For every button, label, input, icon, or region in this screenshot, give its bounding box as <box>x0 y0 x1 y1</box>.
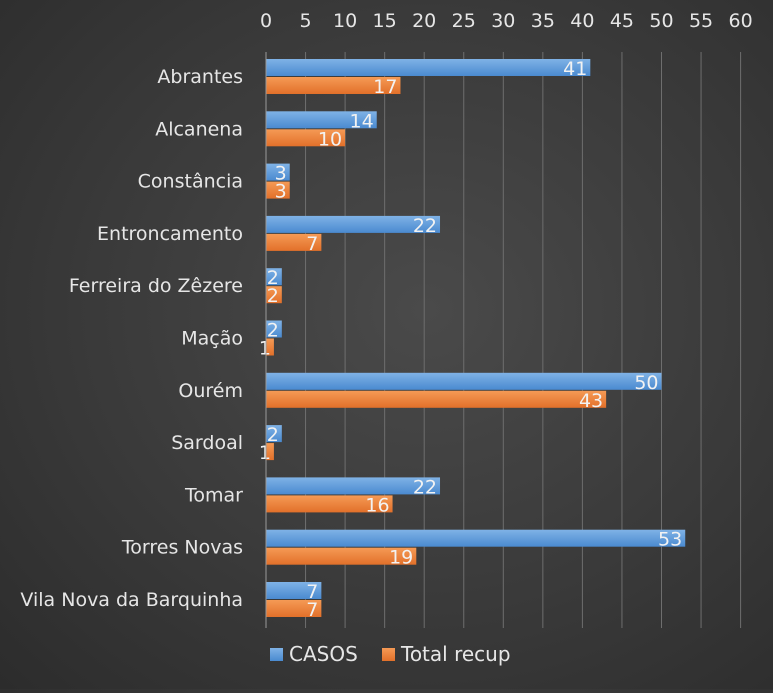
bar-casos <box>266 425 282 443</box>
x-tick-label: 60 <box>729 10 753 32</box>
category-label: Entroncamento <box>97 223 243 245</box>
data-label: 17 <box>373 76 397 98</box>
x-tick-label: 5 <box>300 10 312 32</box>
category-label: Torres Novas <box>121 537 243 559</box>
bar-total-recup <box>266 338 274 356</box>
data-label: 7 <box>306 581 318 603</box>
legend-label: CASOS <box>289 642 358 666</box>
bar-total-recup <box>266 286 282 304</box>
data-label: 3 <box>275 163 287 185</box>
x-tick-label: 25 <box>452 10 476 32</box>
x-axis-ticks: 0 5 10 15 20 25 30 35 40 45 50 55 60 <box>260 10 753 32</box>
x-tick-label: 35 <box>531 10 555 32</box>
bar-casos <box>266 163 290 181</box>
category-labels: Abrantes Alcanena Constância Entroncamento F… <box>20 66 243 611</box>
data-label: 2 <box>267 320 279 342</box>
data-label: 10 <box>318 128 342 150</box>
data-label: 50 <box>634 372 658 394</box>
category-label: Ourém <box>178 380 243 402</box>
category-label: Tomar <box>184 484 243 506</box>
bar-casos <box>266 477 441 495</box>
legend-swatch-casos <box>270 648 283 661</box>
data-label: 1 <box>259 442 271 464</box>
bar-casos <box>266 268 282 286</box>
data-label: 2 <box>267 424 279 446</box>
x-tick-label: 15 <box>373 10 397 32</box>
bar-casos <box>266 372 662 390</box>
x-tick-label: 20 <box>412 10 436 32</box>
category-label: Vila Nova da Barquinha <box>20 589 243 611</box>
data-label: 2 <box>267 285 279 307</box>
x-tick-label: 30 <box>491 10 515 32</box>
data-label: 43 <box>579 390 603 412</box>
x-tick-label: 55 <box>689 10 713 32</box>
category-label: Alcanena <box>155 118 243 140</box>
data-label: 53 <box>658 529 682 551</box>
category-label: Sardoal <box>171 432 243 454</box>
x-tick-label: 40 <box>570 10 594 32</box>
data-label: 22 <box>413 215 437 237</box>
bar-total-recup <box>266 129 346 147</box>
bar-total-recup <box>266 181 290 199</box>
legend-label: Total recup <box>400 642 511 666</box>
category-label: Mação <box>181 328 243 350</box>
bar-total-recup <box>266 547 417 565</box>
data-label: 7 <box>306 599 318 621</box>
bar-total-recup <box>266 390 607 408</box>
category-label: Ferreira do Zêzere <box>69 275 243 297</box>
bar-total-recup <box>266 233 322 251</box>
legend-swatch-total-recup <box>382 648 395 661</box>
x-tick-label: 0 <box>260 10 272 32</box>
data-label: 3 <box>275 181 287 203</box>
category-label: Constância <box>138 171 243 193</box>
bar-casos <box>266 59 591 76</box>
legend: CASOS Total recup <box>270 642 511 666</box>
data-label: 1 <box>259 338 271 360</box>
x-tick-label: 50 <box>649 10 673 32</box>
data-label: 14 <box>350 110 374 132</box>
x-tick-label: 10 <box>333 10 357 32</box>
bar-casos <box>266 111 377 129</box>
bar-casos <box>266 582 322 599</box>
bar-casos <box>266 320 282 338</box>
data-label: 19 <box>389 547 413 569</box>
data-label: 2 <box>267 267 279 289</box>
bar-total-recup <box>266 495 393 513</box>
bar-total-recup <box>266 600 322 617</box>
data-label: 41 <box>563 58 587 80</box>
bar-casos <box>266 529 686 547</box>
x-tick-label: 45 <box>610 10 634 32</box>
category-label: Abrantes <box>157 66 243 88</box>
data-label: 7 <box>306 233 318 255</box>
data-label: 22 <box>413 476 437 498</box>
data-label: 16 <box>365 494 389 516</box>
bar-casos <box>266 215 441 233</box>
bar-total-recup <box>266 77 401 94</box>
bar-total-recup <box>266 443 274 461</box>
